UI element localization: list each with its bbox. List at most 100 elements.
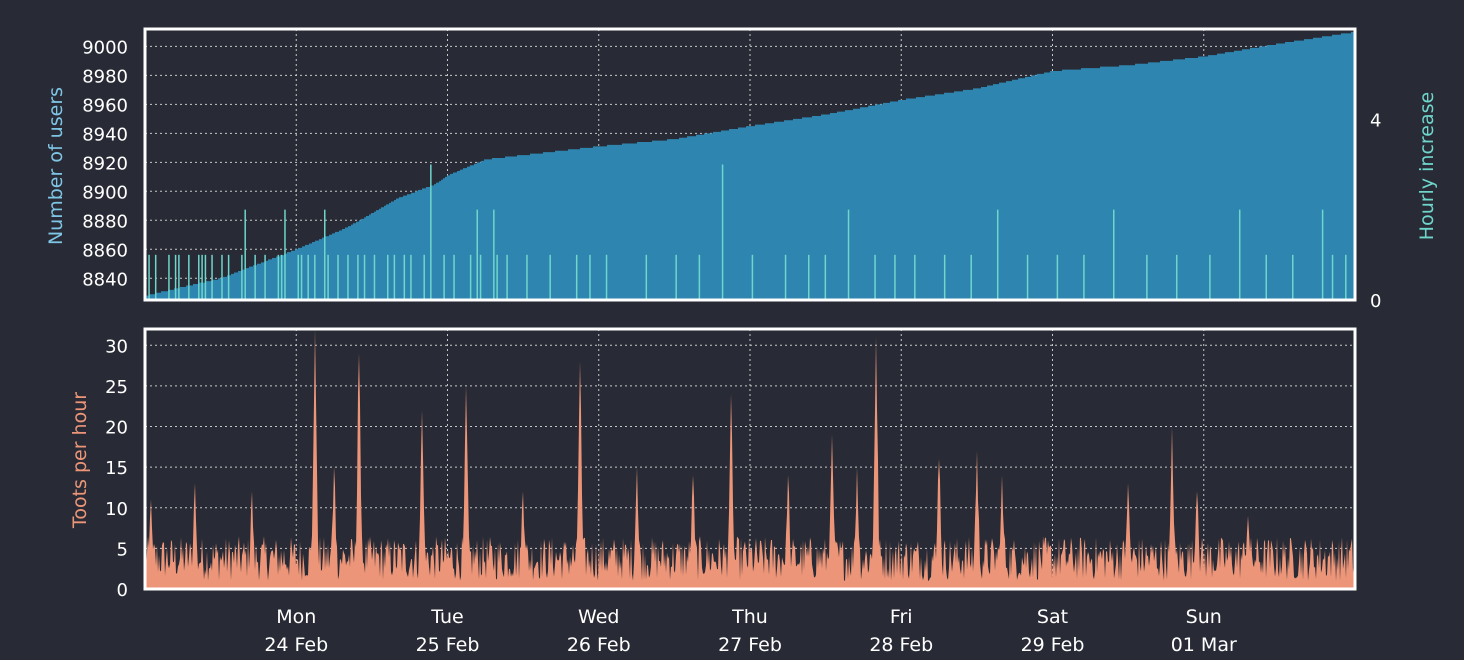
hourly-increase-bar xyxy=(254,254,256,300)
toots-y-tick: 0 xyxy=(117,580,128,601)
hourly-increase-bar xyxy=(914,254,916,300)
hourly-increase-bar xyxy=(410,254,412,300)
toots-area xyxy=(145,329,1355,589)
toots-axis-label: Toots per hour xyxy=(69,392,91,529)
hourly-increase-bar xyxy=(1331,254,1334,300)
hourly-y-ticks: 04 xyxy=(1370,110,1381,312)
users-y-tick: 9000 xyxy=(82,37,128,58)
hourly-increase-bar xyxy=(970,254,972,300)
x-tick-weekday: Thu xyxy=(731,606,768,628)
hourly-increase-bar xyxy=(1056,254,1059,300)
toots-frame xyxy=(143,327,1357,591)
x-tick-weekday: Wed xyxy=(578,606,619,628)
hourly-increase-bar xyxy=(168,254,170,300)
x-tick-weekday: Fri xyxy=(890,606,913,628)
hourly-increase-bar xyxy=(241,254,243,300)
users-y-tick: 8960 xyxy=(82,95,128,116)
hourly-increase-bars xyxy=(148,164,1347,300)
hourly-increase-bar xyxy=(1265,254,1267,300)
users-y-ticks: 8840 8860 8880 8900 8920 8940 8960 8980 9000 xyxy=(82,37,128,290)
hourly-increase-bar xyxy=(453,254,455,300)
x-tick-date: 28 Feb xyxy=(869,634,933,656)
hourly-increase-bar xyxy=(154,254,157,300)
toots-y-tick: 5 xyxy=(117,539,128,560)
hourly-axis-label: Hourly increase xyxy=(1416,92,1438,240)
toots-y-tick: 20 xyxy=(105,418,128,439)
users-y-tick: 8860 xyxy=(82,240,128,261)
hourly-increase-bar xyxy=(605,254,608,300)
hourly-increase-bar xyxy=(1146,254,1148,300)
hourly-increase-bar xyxy=(476,209,478,300)
hourly-increase-bar xyxy=(549,254,551,300)
hourly-increase-bar xyxy=(357,254,359,300)
hourly-increase-bar xyxy=(244,209,246,300)
hourly-increase-bar xyxy=(808,254,810,300)
hourly-increase-bar xyxy=(284,209,286,300)
hourly-increase-bar xyxy=(847,209,850,300)
hourly-increase-bar xyxy=(280,254,283,300)
toots-y-tick: 25 xyxy=(105,377,128,398)
users-y-tick: 8900 xyxy=(82,182,128,203)
users-area xyxy=(145,31,1355,300)
x-tick-weekday: Mon xyxy=(276,606,316,628)
hourly-increase-bar xyxy=(526,254,528,300)
hourly-increase-bar xyxy=(506,254,508,300)
hourly-increase-bar xyxy=(347,254,349,300)
hourly-increase-bar xyxy=(403,254,406,300)
hourly-increase-bar xyxy=(1209,254,1211,300)
hourly-y-tick: 4 xyxy=(1370,110,1381,131)
hourly-increase-bar xyxy=(943,254,946,300)
users-y-tick: 8880 xyxy=(82,211,128,232)
hourly-y-tick: 0 xyxy=(1370,291,1381,312)
hourly-increase-bar xyxy=(264,254,266,300)
hourly-increase-bar xyxy=(188,254,190,300)
hourly-increase-bar xyxy=(1083,254,1085,300)
toots-y-ticks: 0 5 10 15 20 25 30 xyxy=(105,336,128,601)
x-tick-date: 29 Feb xyxy=(1021,634,1085,656)
x-axis-day-labels: Mon 24 Feb Tue 25 Feb Wed 26 Feb Thu 27 Feb Fri 2… xyxy=(264,606,1237,656)
hourly-increase-bar xyxy=(1113,209,1115,300)
hourly-increase-bar xyxy=(307,254,309,300)
hourly-increase-bar xyxy=(874,254,876,300)
hourly-increase-bar xyxy=(327,254,329,300)
hourly-increase-bar xyxy=(493,209,495,300)
x-tick-date: 24 Feb xyxy=(264,634,328,656)
toots-panel: 0 5 10 15 20 25 30 Toots per hour xyxy=(69,327,1357,601)
hourly-increase-bar xyxy=(277,254,280,300)
hourly-increase-bar xyxy=(996,209,999,300)
hourly-increase-bar xyxy=(201,254,203,300)
hourly-increase-bar xyxy=(894,254,896,300)
hourly-increase-bar xyxy=(675,254,677,300)
hourly-increase-bar xyxy=(324,209,326,300)
x-tick-date: 01 Mar xyxy=(1171,634,1237,656)
hourly-increase-bar xyxy=(645,254,648,300)
hourly-increase-bar xyxy=(393,254,396,300)
users-y-tick: 8920 xyxy=(82,153,128,174)
hourly-increase-bar xyxy=(784,254,787,300)
hourly-increase-bar xyxy=(1175,254,1178,300)
users-y-tick: 8980 xyxy=(82,66,128,87)
toots-y-tick: 10 xyxy=(105,499,128,520)
x-tick-date: 26 Feb xyxy=(567,634,631,656)
hourly-increase-bar xyxy=(721,164,724,300)
hourly-increase-bar xyxy=(198,254,200,300)
hourly-increase-bar xyxy=(589,254,591,300)
hourly-increase-bar xyxy=(178,254,180,300)
hourly-increase-bar xyxy=(575,254,578,300)
hourly-increase-bar xyxy=(1321,209,1324,300)
x-tick-weekday: Sun xyxy=(1186,606,1222,628)
hourly-increase-bar xyxy=(363,254,366,300)
hourly-increase-bar xyxy=(211,254,213,300)
hourly-increase-bar xyxy=(469,254,472,300)
toots-y-tick: 15 xyxy=(105,458,128,479)
hourly-increase-bar xyxy=(297,254,299,300)
hourly-increase-bar xyxy=(479,254,482,300)
hourly-increase-bar xyxy=(148,254,150,300)
hourly-increase-bar xyxy=(337,254,339,300)
x-tick-date: 25 Feb xyxy=(416,634,480,656)
hourly-increase-bar xyxy=(314,254,316,300)
hourly-increase-bar xyxy=(221,254,223,300)
x-tick-weekday: Tue xyxy=(430,606,463,628)
